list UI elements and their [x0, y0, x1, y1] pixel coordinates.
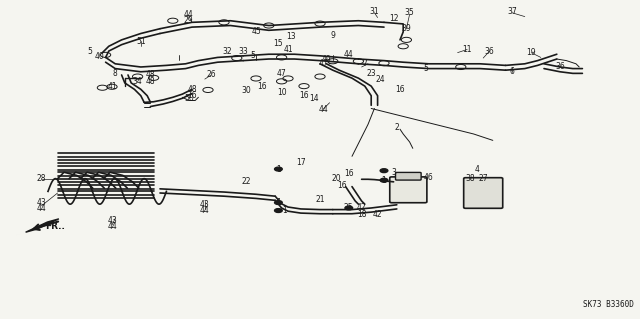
Text: 9: 9 [330, 31, 335, 40]
Text: 50: 50 [184, 94, 194, 103]
Text: 31: 31 [369, 7, 380, 16]
Text: 30: 30 [241, 86, 252, 95]
Text: 1: 1 [282, 206, 287, 215]
FancyBboxPatch shape [463, 178, 503, 208]
Text: 16: 16 [299, 91, 309, 100]
Text: 33: 33 [238, 47, 248, 56]
FancyBboxPatch shape [390, 177, 427, 203]
Circle shape [345, 206, 353, 210]
Text: 11: 11 [463, 45, 472, 54]
Text: 41: 41 [107, 82, 117, 91]
FancyBboxPatch shape [396, 172, 421, 180]
Text: 42: 42 [356, 204, 367, 212]
Text: 12: 12 [389, 14, 398, 23]
Text: 26: 26 [206, 70, 216, 79]
Circle shape [380, 169, 388, 173]
Text: 45: 45 [251, 27, 261, 36]
Text: 16: 16 [337, 181, 348, 189]
Text: 28: 28 [37, 174, 46, 183]
Text: 44: 44 [200, 206, 210, 215]
Text: 43: 43 [200, 200, 210, 209]
Text: 8: 8 [113, 69, 118, 78]
Polygon shape [26, 219, 59, 232]
Text: 44: 44 [36, 204, 47, 213]
Text: 22: 22 [242, 177, 251, 186]
Text: 20: 20 [331, 174, 341, 183]
Text: 48: 48 [187, 85, 197, 94]
Text: 13: 13 [286, 32, 296, 41]
Text: 16: 16 [395, 85, 405, 94]
Text: 17: 17 [296, 158, 306, 167]
Text: 37: 37 [507, 7, 517, 16]
Text: 16: 16 [257, 82, 268, 91]
Circle shape [275, 209, 282, 212]
Text: 27: 27 [478, 174, 488, 183]
Text: 43: 43 [107, 216, 117, 225]
Text: 25: 25 [344, 204, 354, 212]
Text: 1: 1 [381, 176, 387, 185]
Text: 1: 1 [276, 198, 281, 207]
Text: 6: 6 [509, 67, 515, 76]
Text: 47: 47 [276, 69, 287, 78]
Text: 23: 23 [366, 69, 376, 78]
Text: 44: 44 [344, 50, 354, 59]
Text: 19: 19 [526, 48, 536, 57]
Text: 40: 40 [94, 52, 104, 61]
Text: FR..: FR.. [45, 222, 65, 231]
Text: 48: 48 [145, 70, 156, 79]
Text: 36: 36 [484, 47, 495, 56]
Text: 42: 42 [372, 210, 383, 219]
Text: 21: 21 [316, 195, 324, 204]
Text: 16: 16 [187, 91, 197, 100]
Text: 34: 34 [132, 78, 143, 86]
Circle shape [380, 178, 388, 182]
Text: 44: 44 [107, 222, 117, 231]
Text: 44: 44 [184, 10, 194, 19]
Text: 39: 39 [401, 24, 412, 33]
Text: 51: 51 [136, 37, 146, 46]
Text: 46: 46 [424, 173, 434, 182]
Text: 16: 16 [344, 169, 354, 178]
Text: 47: 47 [318, 59, 328, 68]
Text: 41: 41 [283, 45, 293, 54]
Text: 29: 29 [184, 16, 194, 25]
Text: 3: 3 [391, 168, 396, 177]
Text: 36: 36 [555, 63, 565, 71]
Text: 24: 24 [376, 75, 386, 84]
Circle shape [275, 167, 282, 171]
Text: 5: 5 [87, 47, 92, 56]
Circle shape [275, 201, 282, 204]
Text: 38: 38 [465, 174, 476, 183]
Text: 5: 5 [423, 64, 428, 73]
Text: 15: 15 [273, 39, 284, 48]
Text: 32: 32 [222, 47, 232, 56]
Text: 49: 49 [321, 55, 332, 63]
Text: 10: 10 [276, 88, 287, 97]
Text: 4: 4 [474, 165, 479, 174]
Text: 2: 2 [394, 123, 399, 132]
Text: 1: 1 [276, 165, 281, 174]
Text: 18: 18 [357, 210, 366, 219]
Text: 43: 43 [36, 198, 47, 207]
Text: 35: 35 [404, 8, 415, 17]
Text: 7: 7 [362, 59, 367, 68]
Text: SK73 B3360D: SK73 B3360D [583, 300, 634, 309]
Text: 14: 14 [308, 94, 319, 103]
Text: 5: 5 [250, 51, 255, 60]
Text: 44: 44 [318, 105, 328, 114]
Text: 48: 48 [145, 77, 156, 86]
